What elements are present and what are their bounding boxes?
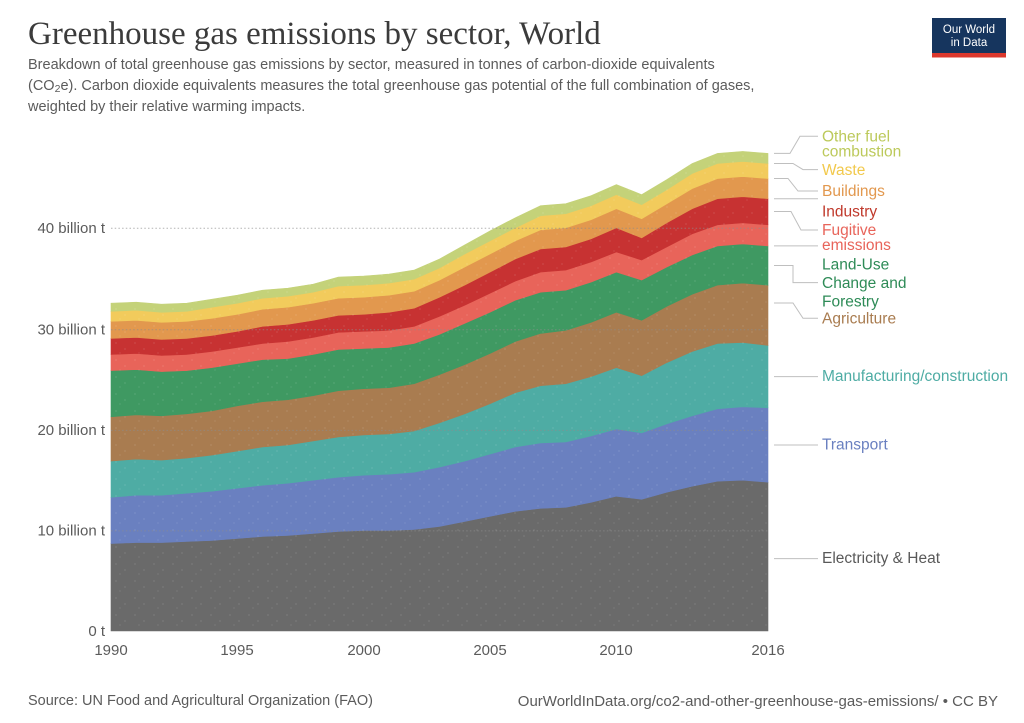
svg-text:10 billion t: 10 billion t <box>37 523 105 540</box>
svg-text:20 billion t: 20 billion t <box>37 422 105 439</box>
svg-text:Transport: Transport <box>822 437 888 454</box>
svg-text:Buildings: Buildings <box>822 183 885 200</box>
svg-text:combustion: combustion <box>822 143 901 160</box>
svg-text:Land-Use: Land-Use <box>822 257 889 274</box>
svg-text:Industry: Industry <box>822 204 877 221</box>
svg-text:1990: 1990 <box>94 642 127 659</box>
svg-text:40 billion t: 40 billion t <box>37 220 105 237</box>
svg-text:2010: 2010 <box>599 642 632 659</box>
svg-text:Forestry: Forestry <box>822 294 879 311</box>
svg-text:Electricity & Heat: Electricity & Heat <box>822 550 941 567</box>
svg-text:Change and: Change and <box>822 275 906 292</box>
svg-text:Waste: Waste <box>822 162 865 179</box>
svg-text:Agriculture: Agriculture <box>822 310 896 327</box>
svg-text:2016: 2016 <box>751 642 784 659</box>
svg-text:30 billion t: 30 billion t <box>37 322 105 339</box>
svg-text:emissions: emissions <box>822 237 891 254</box>
svg-text:2005: 2005 <box>473 642 506 659</box>
svg-text:2000: 2000 <box>347 642 380 659</box>
svg-text:0 t: 0 t <box>88 623 106 640</box>
svg-text:1995: 1995 <box>220 642 253 659</box>
svg-text:Manufacturing/construction: Manufacturing/construction <box>822 368 1008 385</box>
